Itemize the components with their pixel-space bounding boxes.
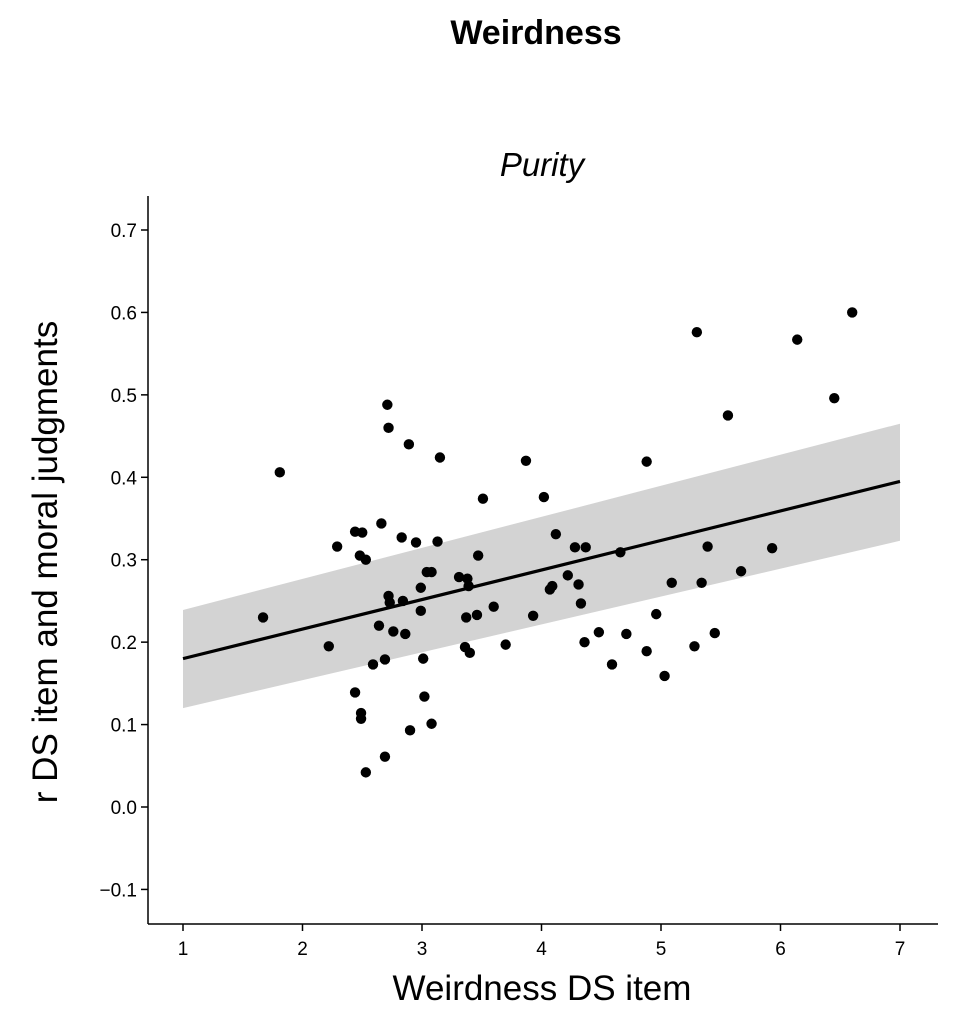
data-point-71 [691, 327, 703, 338]
data-point-34 [426, 566, 437, 578]
data-point-23 [396, 532, 407, 543]
data-point-68 [659, 670, 670, 682]
regression-line [182, 479, 901, 661]
data-point-37 [434, 452, 446, 463]
data-point-24 [397, 595, 409, 607]
data-point-62 [606, 659, 618, 670]
data-point-36 [432, 536, 443, 547]
data-point-19 [383, 422, 394, 434]
data-point-48 [500, 639, 511, 650]
x-tick-label-6: 6 [775, 939, 786, 960]
data-point-42 [464, 647, 475, 659]
data-point-72 [696, 577, 707, 588]
x-tick-label-3: 3 [417, 939, 428, 960]
data-point-49 [520, 455, 532, 466]
data-point-29 [415, 582, 427, 593]
data-point-54 [550, 528, 562, 540]
data-point-21 [384, 597, 395, 608]
confidence-band [183, 423, 900, 709]
data-point-9 [349, 687, 361, 698]
data-point-14 [373, 620, 385, 631]
figure-title: Weirdness [450, 14, 622, 52]
y-tick-label-1: 0.0 [111, 798, 137, 819]
data-point-51 [538, 491, 550, 503]
x-tick-label-2: 2 [297, 939, 308, 960]
data-point-60 [580, 542, 591, 553]
x-tick-label-4: 4 [536, 939, 547, 960]
data-point-70 [689, 641, 700, 652]
data-point-76 [735, 566, 747, 577]
data-point-66 [641, 646, 652, 657]
data-point-35 [426, 718, 437, 729]
data-point-7 [357, 527, 368, 538]
data-point-4 [331, 541, 343, 552]
data-point-53 [547, 580, 558, 592]
data-point-39 [461, 612, 472, 623]
data-point-25 [400, 628, 411, 640]
data-point-73 [702, 541, 713, 552]
data-point-59 [579, 636, 590, 648]
data-point-11 [355, 707, 367, 719]
data-point-80 [847, 307, 858, 318]
data-point-2 [274, 467, 285, 478]
data-point-31 [417, 653, 429, 664]
data-point-61 [593, 627, 605, 638]
data-point-55 [562, 570, 573, 581]
data-point-43 [463, 580, 474, 592]
data-point-56 [569, 542, 581, 553]
data-point-58 [575, 598, 587, 609]
data-point-77 [766, 542, 778, 554]
y-tick-label-7: 0.6 [111, 303, 137, 324]
y-tick-label-8: 0.7 [111, 221, 137, 242]
data-point-75 [722, 410, 734, 421]
data-point-47 [488, 601, 499, 612]
data-point-3 [323, 641, 334, 652]
x-tick-label-5: 5 [656, 939, 667, 960]
x-tick-label-7: 7 [895, 939, 906, 960]
data-point-67 [651, 608, 662, 620]
data-point-57 [573, 579, 584, 590]
y-tick-label-0: −0.1 [99, 880, 137, 901]
axes-layer: 1 2 3 4 5 6 7 −0.1 0.0 0.1 0.2 0.3 0.4 0.5 0.6 0.7 [99, 196, 938, 960]
y-axis-title: r DS item and moral judgments [26, 321, 65, 803]
data-point-50 [527, 610, 539, 621]
data-points-layer [257, 307, 858, 778]
data-point-79 [829, 392, 840, 404]
data-point-17 [379, 751, 391, 762]
data-point-26 [403, 439, 415, 450]
data-point-44 [471, 609, 483, 621]
data-point-28 [410, 537, 422, 548]
y-tick-label-2: 0.1 [111, 716, 137, 737]
data-point-74 [709, 627, 720, 639]
data-point-22 [388, 626, 399, 637]
data-point-63 [615, 547, 626, 558]
data-point-18 [382, 399, 393, 410]
fit-line-layer [182, 479, 901, 661]
chart-title: Purity [500, 146, 587, 183]
data-point-1 [257, 612, 269, 623]
y-tick-label-4: 0.3 [111, 551, 137, 572]
x-tick-label-1: 1 [178, 939, 189, 960]
data-point-15 [376, 518, 387, 529]
data-point-8 [360, 554, 372, 565]
data-point-13 [367, 659, 379, 670]
y-tick-label-3: 0.2 [111, 633, 137, 654]
data-point-78 [792, 334, 803, 345]
data-point-38 [453, 571, 465, 583]
data-point-69 [666, 577, 677, 588]
x-axis-title: Weirdness DS item [393, 969, 692, 1008]
data-point-64 [621, 628, 632, 640]
data-point-30 [415, 605, 427, 617]
y-tick-label-5: 0.4 [111, 468, 138, 489]
data-point-12 [360, 767, 372, 778]
data-point-16 [379, 654, 391, 665]
data-point-32 [419, 691, 430, 702]
data-point-45 [472, 550, 484, 561]
data-point-46 [477, 493, 489, 504]
data-point-65 [641, 456, 652, 467]
y-tick-label-6: 0.5 [111, 386, 137, 407]
confidence-band-layer [183, 423, 900, 709]
data-point-27 [404, 725, 416, 736]
